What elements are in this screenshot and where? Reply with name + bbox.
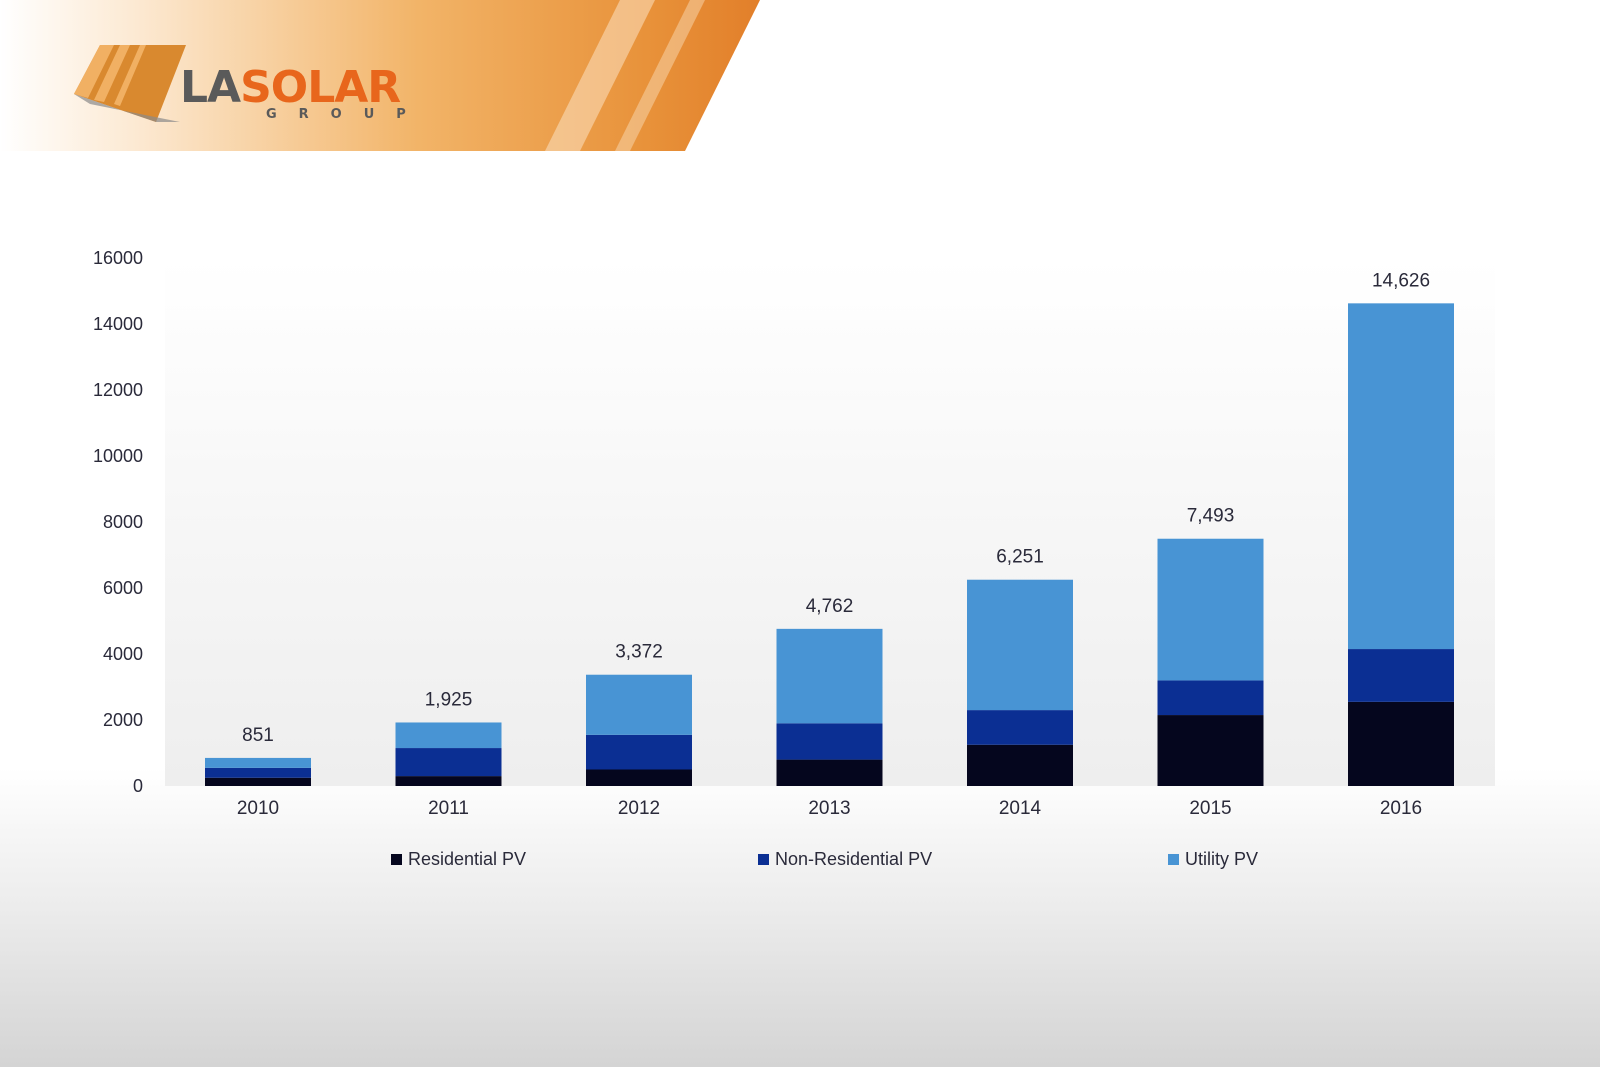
legend-swatch-utility [1168, 854, 1179, 865]
legend-item-utility: Utility PV [1168, 849, 1258, 870]
bar-segment-utility-2012 [586, 674, 692, 735]
logo-la: LA [180, 62, 241, 113]
legend-swatch-residential [391, 854, 402, 865]
total-label-2013: 4,762 [806, 596, 854, 617]
total-label-2016: 14,626 [1372, 270, 1430, 291]
bar-segment-non-residential-2016 [1348, 649, 1454, 702]
logo-mark-icon [74, 45, 186, 122]
y-tick-label: 2000 [103, 710, 143, 730]
chart-legend: Residential PV Non-Residential PV Utilit… [0, 849, 1600, 873]
bar-segment-utility-2016 [1348, 303, 1454, 650]
total-label-2012: 3,372 [615, 642, 663, 663]
bar-segment-non-residential-2013 [776, 723, 883, 760]
lasolar-logo: LASOLAR GROUP [70, 40, 490, 130]
x-tick-label-2013: 2013 [808, 798, 850, 819]
bar-segment-residential-2011 [395, 776, 502, 786]
y-tick-label: 14000 [93, 314, 143, 334]
bar-segment-non-residential-2010 [205, 767, 311, 778]
x-tick-label-2010: 2010 [237, 798, 279, 819]
x-tick-label-2011: 2011 [428, 798, 469, 819]
y-tick-label: 12000 [93, 380, 143, 400]
legend-label-residential: Residential PV [408, 849, 527, 869]
total-label-2010: 851 [242, 725, 274, 746]
legend-swatch-non-residential [758, 854, 769, 865]
bar-segment-non-residential-2015 [1157, 680, 1264, 716]
total-label-2015: 7,493 [1187, 506, 1235, 527]
y-tick-label: 6000 [103, 578, 143, 598]
bar-segment-utility-2010 [205, 757, 311, 768]
bar-segment-utility-2014 [967, 579, 1073, 711]
legend-label-non-residential: Non-Residential PV [775, 849, 933, 869]
y-tick-label: 4000 [103, 644, 143, 664]
header-background [0, 0, 760, 151]
bar-segment-residential-2013 [776, 759, 883, 786]
header-banner: LASOLAR GROUP [0, 0, 760, 151]
bar-segment-utility-2015 [1157, 538, 1264, 681]
x-tick-label-2016: 2016 [1380, 798, 1422, 819]
bar-segment-residential-2016 [1348, 701, 1454, 786]
bar-segment-residential-2010 [205, 777, 311, 786]
bar-segment-non-residential-2011 [395, 748, 502, 777]
x-tick-label-2012: 2012 [618, 798, 660, 819]
logo-group: GROUP [266, 107, 428, 122]
bar-segment-utility-2013 [776, 628, 883, 724]
total-label-2014: 6,251 [996, 547, 1044, 568]
y-tick-label: 10000 [93, 446, 143, 466]
logo-solar: SOLAR [240, 62, 401, 113]
bar-segment-non-residential-2014 [967, 710, 1073, 745]
y-tick-label: 0 [133, 776, 143, 796]
y-tick-label: 8000 [103, 512, 143, 532]
bar-segment-residential-2014 [967, 744, 1073, 786]
legend-item-residential: Residential PV [391, 849, 526, 870]
legend-item-non-residential: Non-Residential PV [758, 849, 932, 870]
bar-segment-residential-2012 [586, 769, 692, 786]
total-label-2011: 1,925 [425, 689, 473, 710]
bar-segment-non-residential-2012 [586, 734, 692, 770]
bar-segment-residential-2015 [1157, 715, 1264, 786]
legend-label-utility: Utility PV [1185, 849, 1259, 869]
x-tick-label-2014: 2014 [999, 798, 1042, 819]
x-tick-label-2015: 2015 [1189, 798, 1231, 819]
y-tick-label: 16000 [93, 248, 143, 268]
bar-segment-utility-2011 [395, 722, 502, 749]
logo-wordmark: LASOLAR [180, 66, 401, 110]
